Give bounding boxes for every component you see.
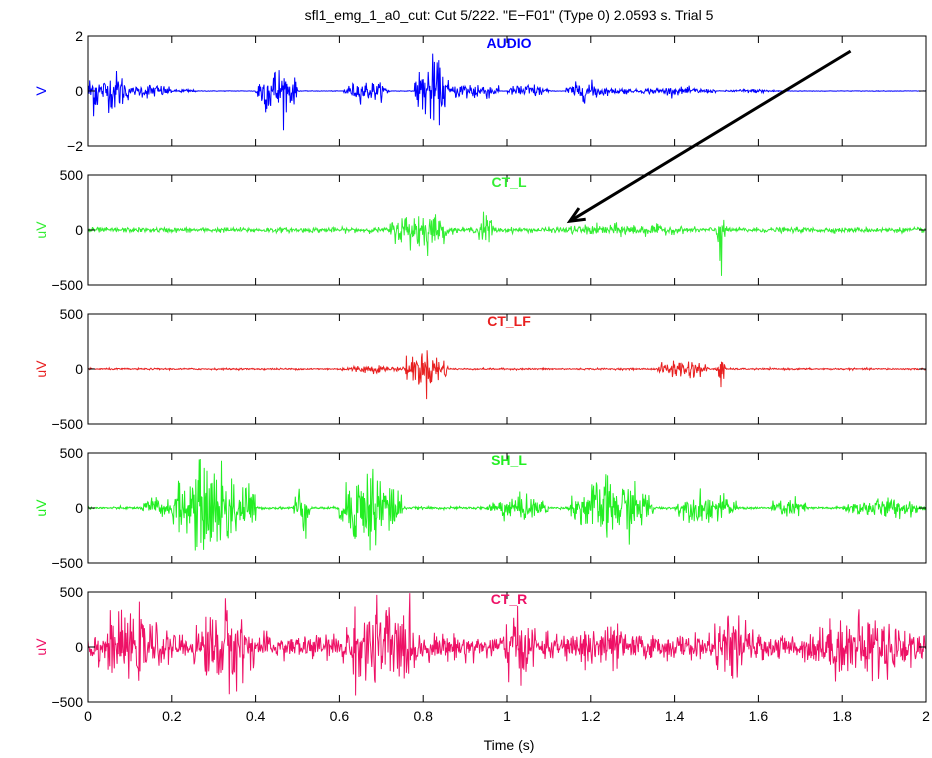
y-tick-label: −2 (67, 138, 83, 154)
panel-audio: −2 0 2 V AUDIO (33, 28, 927, 154)
panels: −202VAUDIO−5000500uVCT_L−5000500uVCT_LF−… (33, 28, 930, 724)
channel-label: CT_R (491, 591, 528, 607)
x-tick-label: 2 (922, 708, 930, 724)
x-tick-label: 0.2 (162, 708, 182, 724)
arrow-shaft (569, 49, 852, 223)
y-tick-label: 0 (75, 639, 83, 655)
signal-trace-ct-lf (87, 350, 927, 400)
y-tick-label: −500 (51, 277, 83, 293)
x-tick-label: 0.6 (330, 708, 350, 724)
y-tick-label: 0 (75, 361, 83, 377)
annotation-arrow (566, 49, 852, 224)
y-tick-label: 0 (75, 500, 83, 516)
y-axis-label: uV (33, 638, 49, 656)
x-tick-label: 1.8 (832, 708, 852, 724)
x-tick-label: 0.4 (246, 708, 266, 724)
y-tick-label: −500 (51, 694, 83, 710)
channel-label: CT_LF (487, 313, 531, 329)
y-tick-label: 500 (60, 167, 84, 183)
signal-trace-sh-l (87, 458, 927, 551)
signal-trace-audio (87, 53, 927, 131)
panel-ct-lf: −500 0 500 uV CT_LF (33, 306, 927, 432)
x-tick-label: 0.8 (413, 708, 433, 724)
x-axis-label: Time (s) (484, 737, 535, 753)
arrow-head (566, 207, 586, 224)
panel-sh-l: −500 0 500 uV SH_L (33, 445, 927, 571)
y-tick-label: 500 (60, 445, 84, 461)
y-tick-label: −500 (51, 555, 83, 571)
x-tick-label: 1.6 (749, 708, 769, 724)
y-axis-label: uV (33, 499, 49, 517)
y-tick-label: 2 (75, 28, 83, 44)
y-axis-label: uV (33, 221, 49, 239)
x-tick-label: 0 (84, 708, 92, 724)
figure-title: sfl1_emg_1_a0_cut: Cut 5/222. "E−F01" (T… (305, 7, 714, 23)
y-tick-label: 0 (75, 222, 83, 238)
panel-ct-r: 0 0.2 0.4 0.6 0.8 1 1.2 1.4 1.6 1.8 2−5000500uVCT_… (33, 584, 930, 724)
y-axis-label: V (33, 86, 49, 96)
panel-ct-l: −500 0 500 uV CT_L (33, 167, 927, 293)
y-tick-label: −500 (51, 416, 83, 432)
signal-trace-ct-l (87, 211, 927, 276)
y-tick-label: 500 (60, 584, 84, 600)
x-tick-label: 1 (503, 708, 511, 724)
channel-label: AUDIO (486, 35, 531, 51)
channel-label: SH_L (491, 452, 527, 468)
x-tick-label: 1.4 (665, 708, 685, 724)
y-tick-label: 0 (75, 83, 83, 99)
y-axis-label: uV (33, 360, 49, 378)
y-tick-label: 500 (60, 306, 84, 322)
x-tick-label: 1.2 (581, 708, 601, 724)
signal-trace-ct-r (87, 593, 927, 696)
channel-label: CT_L (492, 174, 527, 190)
